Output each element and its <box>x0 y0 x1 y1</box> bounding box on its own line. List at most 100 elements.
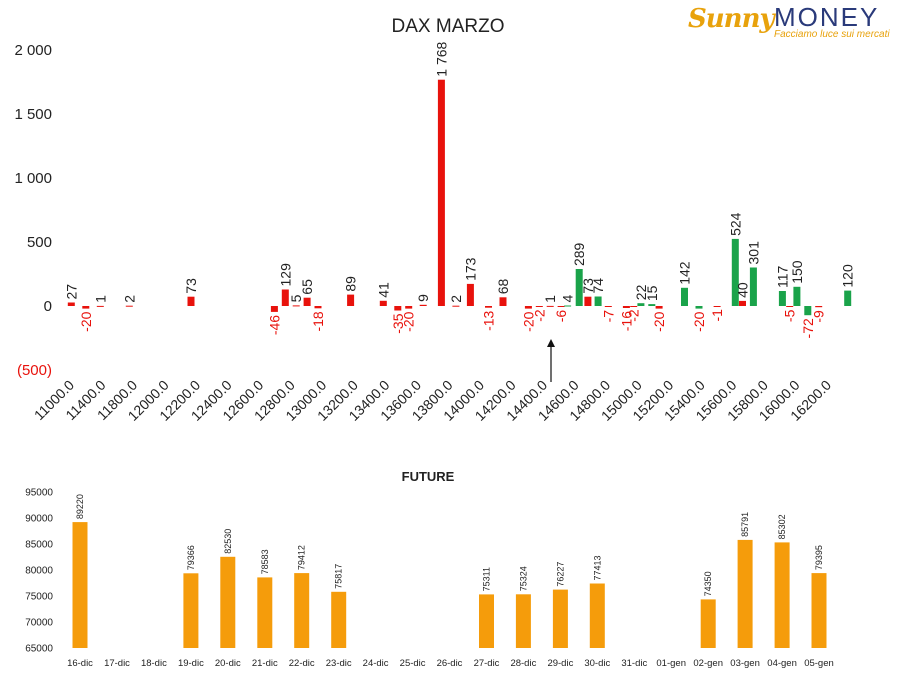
dax-bar <box>535 306 543 307</box>
dax-data-label: 1 <box>92 295 108 303</box>
future-bar <box>737 539 753 648</box>
dax-data-label: 40 <box>735 282 751 298</box>
future-x-tick-label: 18-dic <box>141 658 167 669</box>
future-y-tick-label: 85000 <box>25 540 53 551</box>
future-chart-title: FUTURE <box>402 469 455 484</box>
dax-data-label: 5 <box>288 294 304 302</box>
dax-data-label: 1 768 <box>433 41 449 76</box>
dax-bar <box>405 306 413 309</box>
dax-y-tick-label: (500) <box>17 362 52 379</box>
dax-bar <box>281 289 289 306</box>
future-data-label: 85791 <box>740 512 750 537</box>
future-x-tick-label: 01-gen <box>656 658 686 669</box>
future-bar <box>589 583 605 648</box>
dax-data-label: -2 <box>626 309 642 322</box>
future-x-tick-label: 26-dic <box>437 658 463 669</box>
dax-data-label: 120 <box>840 264 856 288</box>
future-data-label: 78583 <box>260 549 270 574</box>
dax-bar <box>466 283 474 306</box>
future-x-tick-label: 16-dic <box>67 658 93 669</box>
dax-bar <box>713 306 721 307</box>
future-data-label: 75311 <box>482 567 492 591</box>
dax-data-label: -2 <box>531 309 547 322</box>
future-bar <box>515 594 531 648</box>
dax-bar <box>637 303 645 306</box>
future-data-label: 77413 <box>592 555 602 580</box>
dax-bar <box>778 291 786 306</box>
future-x-tick-label: 27-dic <box>474 658 500 669</box>
future-y-tick-label: 80000 <box>25 566 53 577</box>
logo-tagline: Facciamo luce sui mercati <box>774 29 890 40</box>
dax-bar <box>524 306 532 309</box>
dax-data-label: -1 <box>709 309 725 322</box>
future-x-tick-label: 22-dic <box>289 658 315 669</box>
dax-bar <box>815 306 823 308</box>
dax-data-label: 65 <box>299 279 315 295</box>
dax-data-label: -5 <box>782 309 798 322</box>
future-data-label: 76227 <box>555 562 565 587</box>
future-x-tick-label: 02-gen <box>693 658 723 669</box>
dax-data-label: 173 <box>462 257 478 281</box>
dax-data-label: 301 <box>745 241 761 265</box>
dax-bar <box>604 306 612 307</box>
future-x-tick-label: 23-dic <box>326 658 352 669</box>
dax-bar <box>82 306 90 309</box>
future-data-label: 85302 <box>777 514 787 539</box>
price-arrow-icon <box>547 339 555 347</box>
future-data-label: 75817 <box>334 564 344 589</box>
future-x-tick-label: 25-dic <box>400 658 426 669</box>
future-bar <box>72 522 88 648</box>
dax-bar <box>347 294 355 306</box>
dax-data-label: -20 <box>691 311 707 331</box>
dax-bar <box>394 306 402 311</box>
future-data-label: 79395 <box>814 545 824 570</box>
dax-data-label: 117 <box>774 265 790 288</box>
future-data-label: 74350 <box>703 571 713 596</box>
dax-data-label: -6 <box>553 310 569 323</box>
dax-data-label: -13 <box>481 310 497 330</box>
dax-data-label: 9 <box>415 294 431 302</box>
dax-chart-title: DAX MARZO <box>392 16 505 37</box>
future-x-tick-label: 28-dic <box>510 658 536 669</box>
dax-bar <box>564 305 572 307</box>
dax-marzo-chart: DAX MARZO 2 000 1 500 1 000 500 0 (500) 27 -20 1… <box>14 16 855 424</box>
dax-data-label: -46 <box>266 315 282 335</box>
dax-data-label: -20 <box>401 311 417 331</box>
dax-data-label: 22 <box>633 284 649 300</box>
dax-data-label: -16 <box>618 311 634 331</box>
dax-data-label: 524 <box>727 212 743 236</box>
future-y-tick-label: 90000 <box>25 514 53 525</box>
dax-bar <box>655 306 663 309</box>
dax-y-tick-label: 0 <box>44 298 52 315</box>
future-x-tick-label: 29-dic <box>547 658 573 669</box>
future-data-label: 82530 <box>223 529 233 554</box>
future-x-tick-label: 20-dic <box>215 658 241 669</box>
dax-bar <box>739 300 746 306</box>
future-y-tick-label: 95000 <box>25 488 53 499</box>
dax-data-label: 2 <box>121 295 137 303</box>
dax-bar <box>96 305 104 307</box>
dax-data-label: 68 <box>495 279 511 295</box>
dax-data-label: 41 <box>375 282 391 298</box>
dax-bar <box>292 305 300 307</box>
dax-bar <box>681 287 688 306</box>
dax-y-tick-label: 2 000 <box>14 42 52 59</box>
future-x-tick-label: 05-gen <box>804 658 834 669</box>
future-x-tick-label: 31-dic <box>621 658 647 669</box>
dax-data-label: 73 <box>183 278 199 294</box>
dax-data-label: 289 <box>571 242 587 266</box>
dax-data-label: -20 <box>78 311 94 331</box>
future-x-tick-label: 03-gen <box>730 658 760 669</box>
sunny-money-logo: Sunny MONEY Facciamo luce sui mercati <box>688 2 893 42</box>
dax-bar <box>452 305 460 307</box>
logo-brand-right: MONEY <box>774 2 880 32</box>
dax-data-label: 73 <box>580 278 596 294</box>
dax-data-label: 1 <box>542 295 558 303</box>
dax-data-label: 129 <box>277 263 293 287</box>
dax-data-label: -20 <box>651 311 667 331</box>
future-y-tick-label: 70000 <box>25 618 53 629</box>
dax-bar <box>844 290 852 306</box>
future-bar <box>183 573 199 648</box>
future-bar <box>811 573 827 648</box>
